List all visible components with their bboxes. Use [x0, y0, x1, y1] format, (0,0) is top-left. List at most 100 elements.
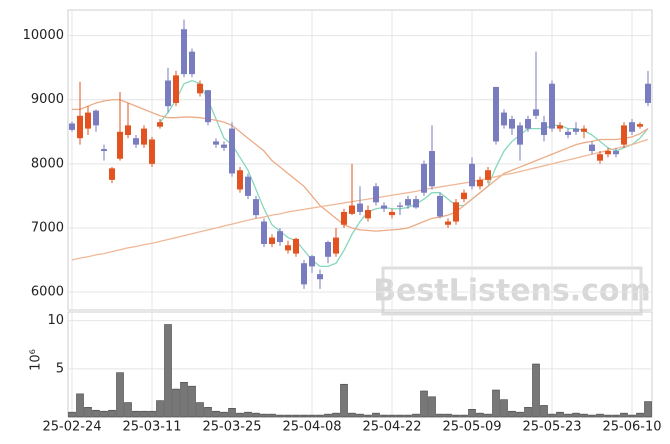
volume-bar — [172, 388, 180, 418]
candle-body — [613, 151, 619, 155]
volume-bar — [380, 414, 388, 418]
volume-bar — [564, 413, 572, 418]
volume-bar — [644, 401, 652, 418]
candle-body — [349, 205, 355, 214]
candle-body — [69, 123, 75, 130]
volume-bar — [484, 413, 492, 418]
ma-line — [72, 99, 649, 232]
candle-body — [205, 90, 211, 123]
volume-bar — [84, 407, 92, 418]
volume-bar — [108, 409, 116, 418]
candle-body — [125, 125, 131, 135]
candle-body — [477, 179, 483, 187]
volume-bar — [492, 389, 500, 418]
candle-body — [373, 186, 379, 203]
volume-bar — [348, 412, 356, 418]
volume-bar — [580, 413, 588, 418]
candle-body — [589, 144, 595, 152]
candle-body — [213, 141, 219, 145]
volume-bar — [228, 408, 236, 418]
y-tick-label: 10000 — [23, 28, 64, 43]
y-tick-label: 7000 — [31, 220, 64, 235]
x-tick-label: 25-05-09 — [442, 420, 501, 435]
watermark: BestListens.com — [373, 274, 651, 309]
candle-body — [533, 109, 539, 116]
volume-bar — [404, 414, 412, 418]
volume-bar — [532, 363, 540, 418]
volume-bar — [76, 393, 84, 418]
candle-body — [141, 128, 147, 145]
candle-body — [317, 274, 323, 280]
candle-body — [405, 199, 411, 206]
candle-body — [341, 211, 347, 225]
candle-body — [293, 238, 299, 254]
y-tick-label: 6000 — [31, 285, 64, 300]
candle-body — [381, 205, 387, 209]
volume-bar — [556, 411, 564, 418]
candle-body — [221, 144, 227, 148]
candle-body — [325, 242, 331, 257]
candle-body — [173, 75, 179, 103]
candle-body — [365, 210, 371, 219]
volume-bar — [436, 413, 444, 418]
y-tick-label: 10 — [47, 313, 64, 328]
volume-bar — [156, 400, 164, 418]
candle-body — [101, 149, 107, 152]
volume-bar — [140, 410, 148, 418]
volume-bar — [444, 413, 452, 418]
candle-body — [133, 138, 139, 145]
candle-body — [109, 168, 115, 180]
candle-body — [525, 118, 531, 129]
volume-bar — [524, 407, 532, 418]
candle-body — [485, 170, 491, 180]
candle-body — [237, 170, 243, 190]
volume-offset: 10⁶ — [29, 349, 44, 371]
candle-body — [93, 110, 99, 126]
volume-bar — [516, 411, 524, 418]
volume-bar — [476, 412, 484, 418]
volume-bar — [428, 396, 436, 418]
volume-bar — [220, 411, 228, 418]
candle-body — [269, 237, 275, 244]
volume-bar — [572, 412, 580, 418]
volume-bar — [588, 414, 596, 418]
x-tick-label: 25-04-08 — [282, 420, 341, 435]
volume-bar — [212, 410, 220, 418]
candle-body — [493, 86, 499, 142]
candle-body — [309, 256, 315, 267]
candle-body — [333, 237, 339, 254]
candle-body — [581, 128, 587, 132]
volume-bar — [236, 412, 244, 418]
candle-body — [253, 199, 259, 216]
candle-body — [181, 29, 187, 75]
x-tick-label: 25-02-24 — [42, 420, 101, 435]
volume-bar — [628, 414, 636, 418]
volume-bar — [372, 412, 380, 418]
candle-body — [597, 154, 603, 161]
volume-bar — [508, 410, 516, 418]
volume-bar — [180, 382, 188, 418]
volume-bar — [460, 414, 468, 418]
volume-bar — [68, 411, 76, 418]
volume-bar — [252, 412, 260, 418]
volume-bar — [148, 410, 156, 418]
volume-bar — [420, 390, 428, 418]
x-tick-label: 25-06-10 — [602, 420, 661, 435]
volume-bar — [116, 372, 124, 418]
volume-bar — [100, 410, 108, 418]
candle-body — [149, 139, 155, 164]
candle-body — [189, 51, 195, 75]
volume-bar — [300, 414, 308, 418]
candle-body — [357, 203, 363, 212]
candle-body — [429, 151, 435, 187]
volume-bar — [548, 413, 556, 418]
candle-body — [541, 122, 547, 135]
volume-bar — [356, 413, 364, 418]
candle-body — [501, 112, 507, 126]
candle-body — [645, 83, 651, 103]
candle-body — [437, 195, 443, 217]
volume-bar — [340, 383, 348, 418]
candle-body — [117, 131, 123, 159]
candle-body — [397, 205, 403, 207]
volume-bar — [364, 414, 372, 418]
